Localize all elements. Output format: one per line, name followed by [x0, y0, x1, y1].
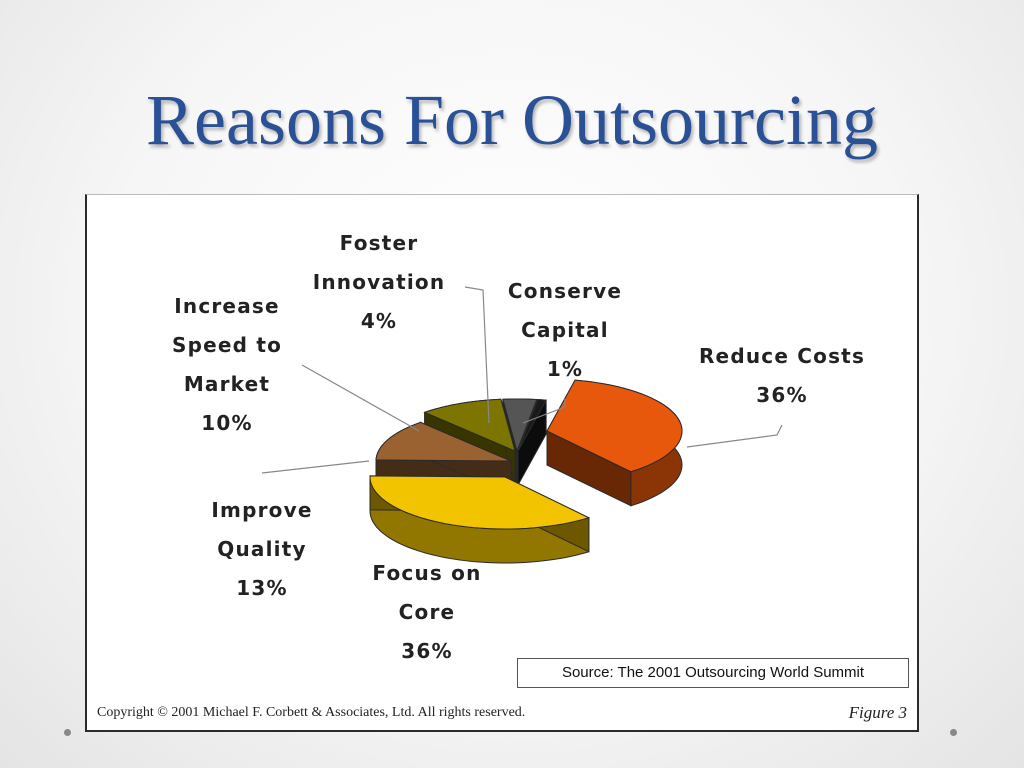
- pie-slice-top: [369, 475, 591, 530]
- slice-label-line: Reduce Costs: [699, 344, 865, 368]
- copyright-text: Copyright © 2001 Michael F. Corbett & As…: [97, 705, 526, 720]
- slice-label-line: Capital: [521, 318, 609, 342]
- slice-label-line: 10%: [201, 411, 252, 435]
- pie-slice: [369, 475, 591, 564]
- slice-label-line: Innovation: [313, 270, 446, 294]
- slice-label: Increase Speed to Market 10%: [172, 294, 282, 435]
- leader-line: [301, 364, 420, 432]
- leader-line: [261, 460, 370, 474]
- pie-slice: [517, 399, 547, 486]
- slice-label-line: Foster: [340, 231, 419, 255]
- pie-slice-top: [502, 398, 538, 453]
- slice-label-line: 36%: [756, 383, 807, 407]
- page-title: Reasons For Outsourcing: [146, 80, 878, 160]
- slice-label-line: Market: [184, 372, 270, 396]
- nav-dot-left: [64, 729, 71, 736]
- nav-dot-right: [950, 729, 957, 736]
- pie-slice-top: [375, 421, 512, 462]
- pie-slice: [546, 379, 683, 507]
- pie-slice-top: [517, 399, 547, 452]
- slice-label: Foster Innovation 4%: [313, 231, 446, 333]
- slice-label-line: Speed to: [172, 333, 282, 357]
- slice-label-line: 1%: [547, 357, 583, 381]
- pie-chart: Reduce Costs 36% Focus on Core 36% Improve Qua…: [172, 231, 865, 663]
- leader-line: [464, 286, 490, 424]
- slice-label-line: 36%: [401, 639, 452, 663]
- slice-label-line: Improve: [211, 498, 312, 522]
- pie-slice-top: [546, 379, 683, 473]
- figure-label: Figure 3: [848, 703, 907, 722]
- slice-label: Improve Quality 13%: [211, 498, 312, 600]
- slice-label-line: Increase: [174, 294, 280, 318]
- chart-figure: Reduce Costs 36% Focus on Core 36% Improve Qua…: [85, 194, 919, 732]
- slice-label-line: 13%: [236, 576, 287, 600]
- slice-label: Focus on Core 36%: [372, 561, 481, 663]
- leader-line: [522, 399, 566, 424]
- slice-label-line: Focus on: [372, 561, 481, 585]
- slice-label-line: Conserve: [508, 279, 622, 303]
- source-note: Source: The 2001 Outsourcing World Summi…: [517, 658, 909, 688]
- slice-label-line: Core: [399, 600, 456, 624]
- slice-label-line: Quality: [217, 537, 306, 561]
- slice-label: Reduce Costs 36%: [699, 344, 865, 407]
- slice-label: Conserve Capital 1%: [508, 279, 622, 381]
- slice-label-line: 4%: [361, 309, 397, 333]
- leader-line: [686, 424, 783, 448]
